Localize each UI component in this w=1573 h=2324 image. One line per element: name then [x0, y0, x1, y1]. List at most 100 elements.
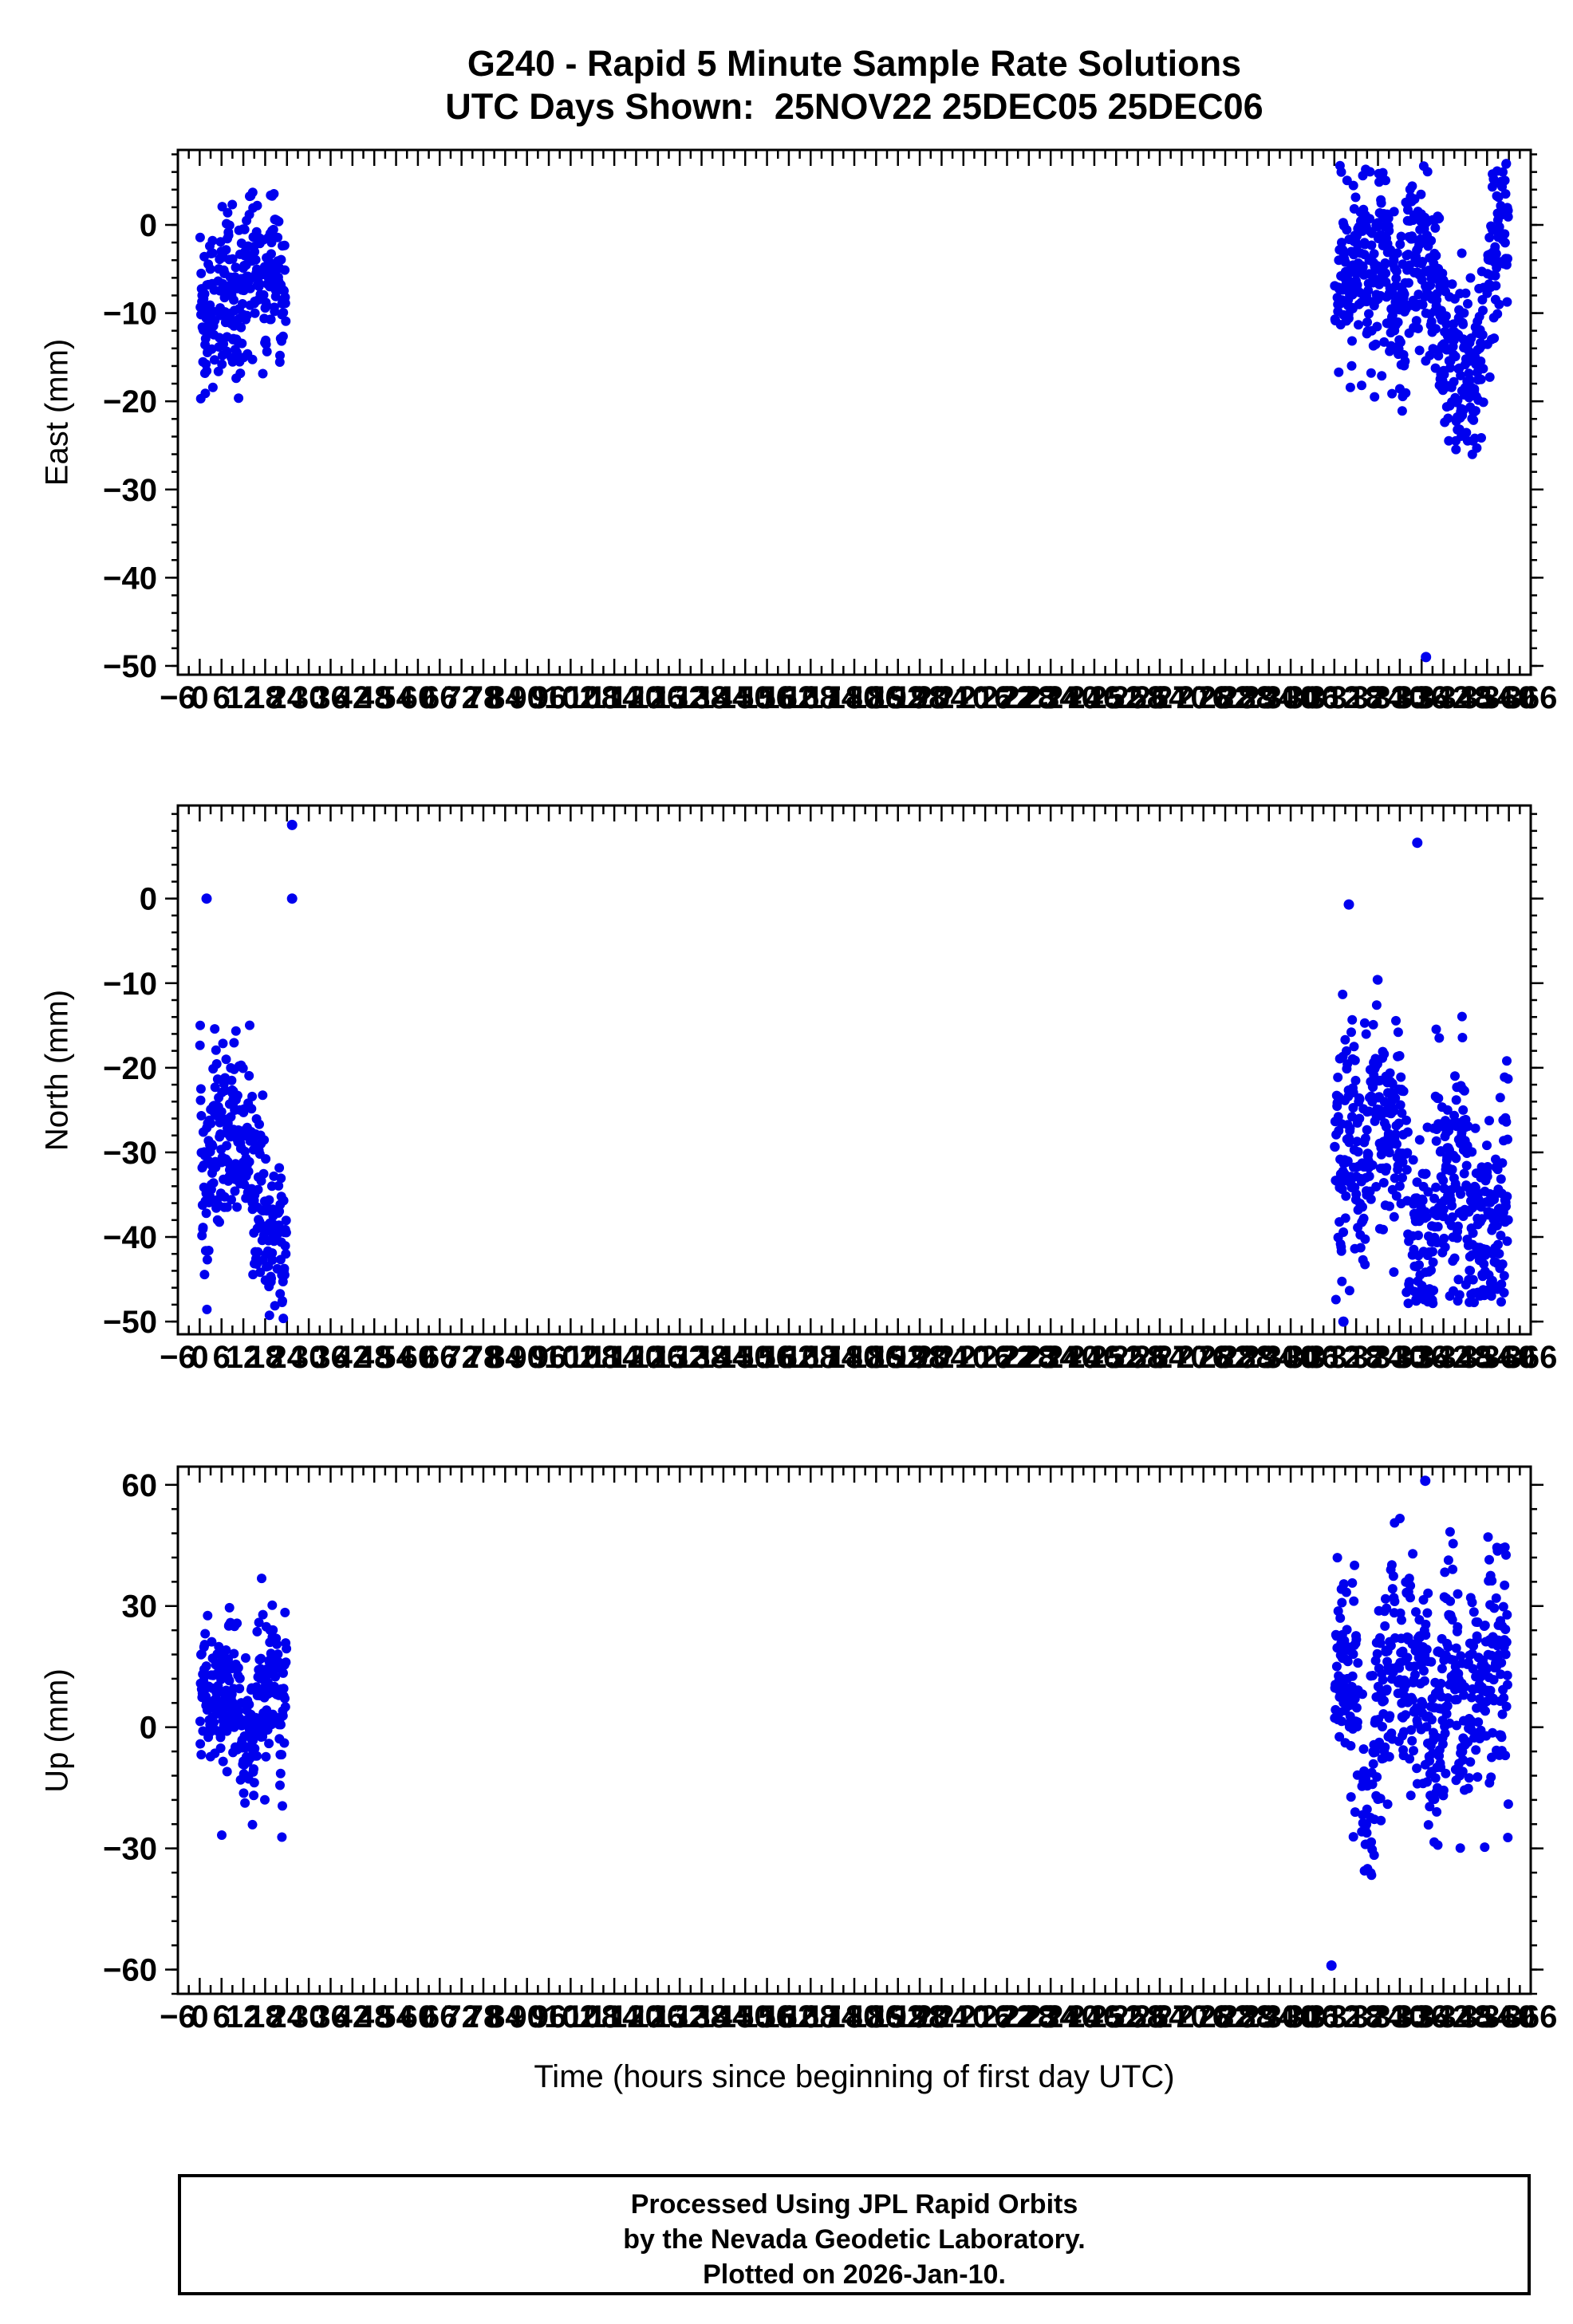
x-tick-label: 186 [850, 1340, 903, 1375]
x-tick-label: 6 [213, 680, 231, 715]
data-point [1348, 1832, 1358, 1842]
data-point [247, 1819, 258, 1830]
data-point [1392, 248, 1402, 258]
data-point [1366, 240, 1377, 250]
x-tick-label: 360 [1482, 1999, 1536, 2034]
data-point [1451, 444, 1461, 455]
data-point [224, 220, 235, 230]
x-tick-label: 138 [675, 1999, 728, 2034]
outlier-point [1326, 1960, 1337, 1971]
data-point [1421, 1722, 1432, 1732]
data-point [1412, 1763, 1422, 1774]
y-tick-label: 0 [140, 1711, 157, 1746]
data-point [229, 1648, 239, 1659]
data-point [217, 1830, 227, 1840]
data-point [249, 1778, 259, 1788]
data-point [1408, 1155, 1418, 1165]
data-point [1367, 1671, 1378, 1680]
x-tick-label: 12 [226, 1999, 262, 2034]
x-tick-label: 48 [357, 1340, 392, 1375]
data-point [1480, 1842, 1490, 1853]
data-point [244, 1070, 254, 1081]
data-point [1338, 1227, 1349, 1237]
data-point [1452, 1695, 1462, 1704]
x-tick-label: 12 [226, 680, 262, 715]
data-point [1393, 317, 1403, 327]
data-point [1501, 1701, 1512, 1711]
data-point [1345, 1123, 1355, 1133]
data-point [195, 1095, 206, 1105]
data-point [235, 1684, 245, 1694]
data-point [1417, 257, 1428, 266]
data-point [1431, 250, 1441, 261]
x-tick-label: 240 [1046, 680, 1099, 715]
data-point [1433, 1222, 1443, 1232]
axis-ticks [165, 806, 1543, 1334]
x-tick-label: 312 [1307, 1340, 1361, 1375]
data-point [1437, 1664, 1447, 1674]
data-point [1493, 1239, 1503, 1250]
data-point [1503, 1215, 1513, 1225]
x-tick-label: 318 [1330, 680, 1383, 715]
data-point [1432, 1806, 1442, 1817]
data-point [1421, 1211, 1432, 1222]
data-point [1422, 1777, 1432, 1787]
data-point [1385, 1068, 1395, 1078]
data-point [278, 1296, 287, 1306]
data-point [1351, 1189, 1362, 1199]
data-point [1395, 1514, 1405, 1523]
data-point [274, 1163, 285, 1173]
data-point [1442, 1105, 1453, 1115]
x-tick-label: 150 [719, 680, 772, 715]
data-point [1387, 310, 1398, 321]
data-point [1392, 1139, 1402, 1149]
data-point [1487, 182, 1497, 192]
data-point [235, 1673, 245, 1684]
x-tick-label: 42 [335, 1999, 371, 2034]
data-point [1495, 1093, 1505, 1103]
data-point [1336, 167, 1346, 177]
data-point [1500, 1649, 1511, 1660]
data-point [278, 308, 289, 317]
data-point [1367, 1779, 1378, 1790]
data-point [1468, 1664, 1478, 1674]
data-point [1405, 1593, 1415, 1603]
data-point [1443, 413, 1453, 423]
data-point [1497, 1709, 1508, 1719]
x-tick-label: 30 [291, 1999, 327, 2034]
x-tick-label: 192 [871, 680, 924, 715]
data-point [1398, 1086, 1409, 1097]
data-point [1449, 1253, 1460, 1263]
data-point [1501, 1637, 1512, 1647]
data-point [1464, 1773, 1474, 1783]
data-point [232, 1202, 242, 1212]
data-point [1451, 1095, 1461, 1105]
data-point [1390, 1129, 1401, 1140]
data-point [1494, 299, 1504, 309]
axis-ticks [165, 1467, 1543, 1995]
x-tick-label: 162 [763, 1999, 816, 2034]
x-tick-label: 36 [313, 1340, 349, 1375]
data-point [1359, 1018, 1370, 1028]
data-point [195, 1716, 205, 1727]
data-point [1449, 376, 1459, 387]
data-point [1364, 309, 1374, 319]
data-point [1491, 249, 1501, 259]
x-tick-label: 264 [1133, 1340, 1187, 1375]
data-point [1433, 1093, 1444, 1104]
data-point [1401, 388, 1411, 398]
data-point [217, 202, 227, 212]
data-point [202, 1304, 212, 1314]
data-point [1341, 1587, 1351, 1597]
data-point [273, 1649, 283, 1660]
x-tick-label: 126 [631, 680, 684, 715]
data-point [258, 368, 268, 379]
data-point [243, 1166, 254, 1176]
data-point [250, 254, 261, 265]
data-point [1482, 1140, 1492, 1151]
data-point [1447, 1164, 1457, 1175]
x-tick-label: 0 [191, 680, 208, 715]
data-point [1362, 1828, 1372, 1838]
data-point [235, 368, 246, 379]
data-point [1378, 1178, 1389, 1188]
